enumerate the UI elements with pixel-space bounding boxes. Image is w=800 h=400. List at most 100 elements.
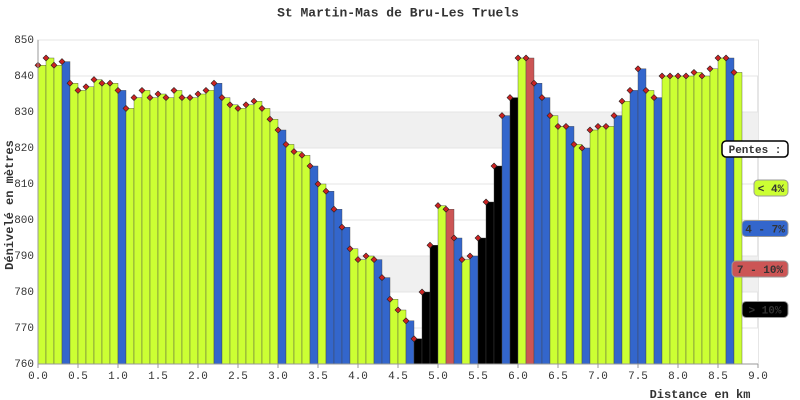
bar: [581, 147, 591, 365]
legend-item-box: [741, 220, 789, 237]
point-marker: [146, 94, 154, 102]
y-tick-label: 790: [14, 251, 34, 263]
x-tick-label: 5.0: [428, 371, 448, 383]
legend-title: Pentes :: [729, 145, 782, 157]
x-tick-label: 8.5: [708, 371, 728, 383]
bar: [213, 82, 223, 365]
point-marker: [506, 94, 514, 102]
bar: [565, 126, 575, 365]
bar: [677, 75, 687, 365]
y-tick-label: 800: [14, 215, 34, 227]
point-marker: [618, 97, 626, 105]
legend-item-box: [741, 301, 789, 318]
point-marker: [658, 72, 666, 80]
point-marker: [306, 162, 314, 170]
x-tick-label: 1.0: [108, 371, 128, 383]
point-marker: [170, 86, 178, 94]
point-marker: [298, 151, 306, 159]
bar: [317, 183, 327, 365]
x-tick-label: 0.5: [68, 371, 88, 383]
point-marker: [482, 198, 490, 206]
x-tick-label: 2.5: [228, 371, 248, 383]
y-tick-label: 780: [14, 287, 34, 299]
point-marker: [602, 122, 610, 130]
x-tick-label: 6.0: [508, 371, 528, 383]
point-marker: [242, 101, 250, 109]
point-marker: [666, 72, 674, 80]
bar: [485, 201, 495, 365]
point-marker: [58, 58, 66, 66]
point-marker: [386, 295, 394, 303]
bar: [45, 57, 55, 365]
bar: [301, 154, 311, 365]
point-marker: [362, 252, 370, 260]
bar: [461, 259, 471, 365]
point-marker: [162, 94, 170, 102]
point-marker: [210, 79, 218, 87]
x-tick-label: 6.5: [548, 371, 568, 383]
bar: [453, 237, 463, 365]
x-tick-label: 7.0: [588, 371, 608, 383]
point-marker: [130, 94, 138, 102]
point-marker: [450, 234, 458, 242]
bar: [53, 64, 63, 365]
x-tick-label: 4.5: [388, 371, 408, 383]
point-marker: [634, 65, 642, 73]
bar: [517, 57, 527, 365]
point-marker: [690, 68, 698, 76]
point-marker: [106, 79, 114, 87]
point-marker: [418, 288, 426, 296]
point-marker: [474, 234, 482, 242]
point-marker: [274, 126, 282, 134]
point-marker: [314, 180, 322, 188]
bar: [397, 309, 407, 365]
x-tick-label: 8.0: [668, 371, 688, 383]
legend-item: 4 - 7%: [745, 224, 785, 236]
bar: [541, 97, 551, 365]
bar: [501, 115, 511, 365]
point-marker: [354, 256, 362, 264]
point-marker: [82, 83, 90, 91]
point-marker: [402, 317, 410, 325]
bar: [533, 82, 543, 365]
point-marker: [722, 54, 730, 62]
point-marker: [74, 86, 82, 94]
bar: [85, 86, 95, 365]
bar: [117, 90, 127, 365]
bar: [621, 100, 631, 365]
bar: [189, 97, 199, 365]
bar: [269, 118, 279, 365]
x-tick-label: 5.5: [468, 371, 488, 383]
y-tick-label: 770: [14, 323, 34, 335]
bar: [597, 126, 607, 365]
x-tick-label: 3.5: [308, 371, 328, 383]
x-axis-label: Distance en km: [650, 388, 751, 400]
bar: [493, 165, 503, 365]
legend-item-box: [753, 179, 789, 197]
point-marker: [226, 101, 234, 109]
bar: [309, 165, 319, 365]
x-tick-label: 7.5: [628, 371, 648, 383]
bar: [605, 126, 615, 365]
bar: [645, 90, 655, 365]
bar: [525, 57, 535, 365]
bar: [477, 237, 487, 365]
bar: [349, 248, 359, 365]
point-marker: [114, 86, 122, 94]
point-marker: [250, 97, 258, 105]
y-tick-label: 820: [14, 143, 34, 155]
bar: [285, 144, 295, 365]
bar: [245, 104, 255, 365]
point-marker: [514, 54, 522, 62]
point-marker: [138, 86, 146, 94]
point-marker: [586, 126, 594, 134]
point-marker: [322, 187, 330, 195]
bar: [373, 259, 383, 365]
bar: [125, 108, 135, 365]
point-marker: [706, 65, 714, 73]
y-tick-label: 840: [14, 71, 34, 83]
bar: [589, 129, 599, 365]
point-marker: [434, 202, 442, 210]
point-marker: [154, 90, 162, 98]
